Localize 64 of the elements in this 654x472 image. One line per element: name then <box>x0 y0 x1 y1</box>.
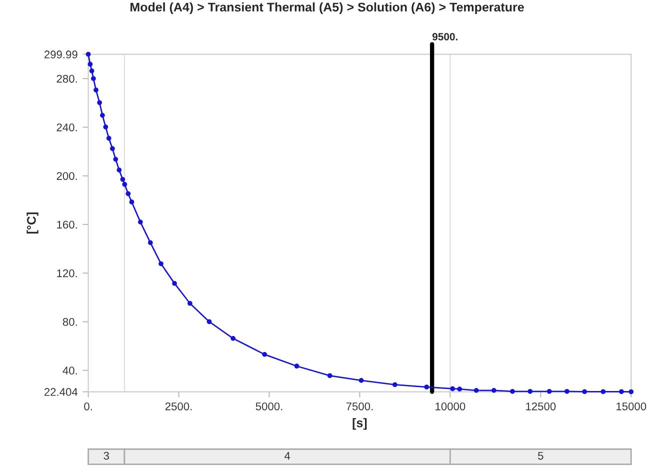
y-tick-label: 40. <box>62 366 77 375</box>
y-axis-title: [°C] <box>26 212 38 234</box>
ref-line-label: 9500. <box>432 33 458 40</box>
point <box>120 176 126 182</box>
y-tick-label: 80. <box>62 318 77 326</box>
point <box>474 388 479 393</box>
chart-title: Model (A4) > Transient Thermal (A5) > Solution (A6) > Temperature <box>130 2 524 14</box>
point <box>158 261 164 266</box>
point <box>116 168 122 172</box>
x-tick-label: 12500 <box>526 402 556 410</box>
x-tick-label: 10000 <box>436 402 466 410</box>
point <box>91 76 96 82</box>
y-tick-label: 22.404 <box>44 388 78 396</box>
point <box>148 240 153 246</box>
x-tick-label: 0. <box>84 402 92 410</box>
point <box>129 200 134 204</box>
y-tick-label: 299.99 <box>44 50 78 58</box>
point <box>450 386 455 392</box>
point <box>103 124 108 130</box>
text: 3 <box>104 452 109 460</box>
point <box>628 389 634 394</box>
y-tick-label: 240. <box>56 123 77 132</box>
point <box>100 112 105 118</box>
point <box>457 386 462 392</box>
y-tick-label: 160. <box>57 220 77 229</box>
y-tick-label: 200. <box>56 172 77 180</box>
point <box>188 300 192 306</box>
point <box>172 281 177 286</box>
text: 4 <box>284 452 290 460</box>
point <box>97 100 102 106</box>
point <box>358 378 364 383</box>
y-tick-label: 120. <box>57 269 77 278</box>
point <box>327 373 332 378</box>
point <box>89 68 94 74</box>
x-tick-label: 15000 <box>616 402 646 410</box>
x-tick-label: 2500. <box>165 402 192 410</box>
point <box>491 388 496 393</box>
x-tick-label: 7500. <box>346 402 373 410</box>
point <box>206 319 212 324</box>
point <box>138 220 143 224</box>
point <box>88 62 93 67</box>
point <box>564 388 570 394</box>
point <box>294 364 300 369</box>
x-tick-label: 5000. <box>256 402 282 410</box>
point <box>546 388 552 394</box>
point <box>392 382 398 388</box>
x-axis-title: [s] <box>352 418 367 430</box>
point <box>600 389 606 394</box>
point <box>126 191 131 196</box>
point <box>424 384 430 390</box>
point <box>230 336 236 341</box>
point <box>110 146 115 152</box>
point <box>113 156 118 162</box>
point <box>94 88 98 92</box>
point <box>582 389 588 394</box>
point <box>619 389 624 394</box>
point <box>106 136 112 141</box>
text: 5 <box>538 452 544 460</box>
point <box>122 182 128 187</box>
point <box>262 352 268 357</box>
point <box>510 388 515 394</box>
point <box>528 388 533 394</box>
y-tick-label: 280. <box>56 74 77 83</box>
point <box>86 52 91 57</box>
